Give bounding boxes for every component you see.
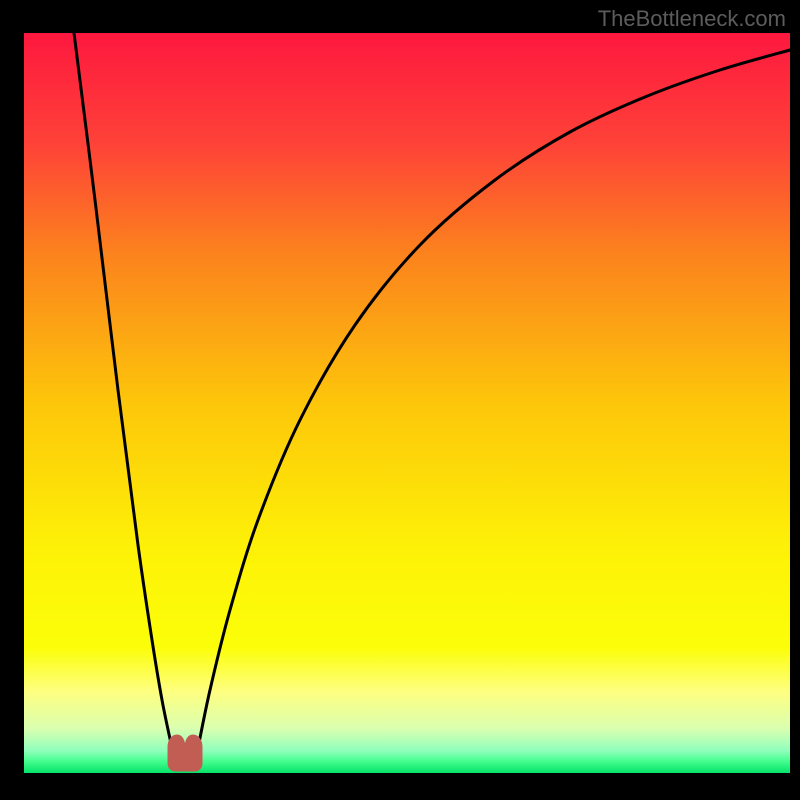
- bottleneck-chart: [0, 0, 800, 800]
- watermark-text: TheBottleneck.com: [598, 6, 786, 32]
- chart-container: TheBottleneck.com: [0, 0, 800, 800]
- plot-background: [24, 33, 790, 773]
